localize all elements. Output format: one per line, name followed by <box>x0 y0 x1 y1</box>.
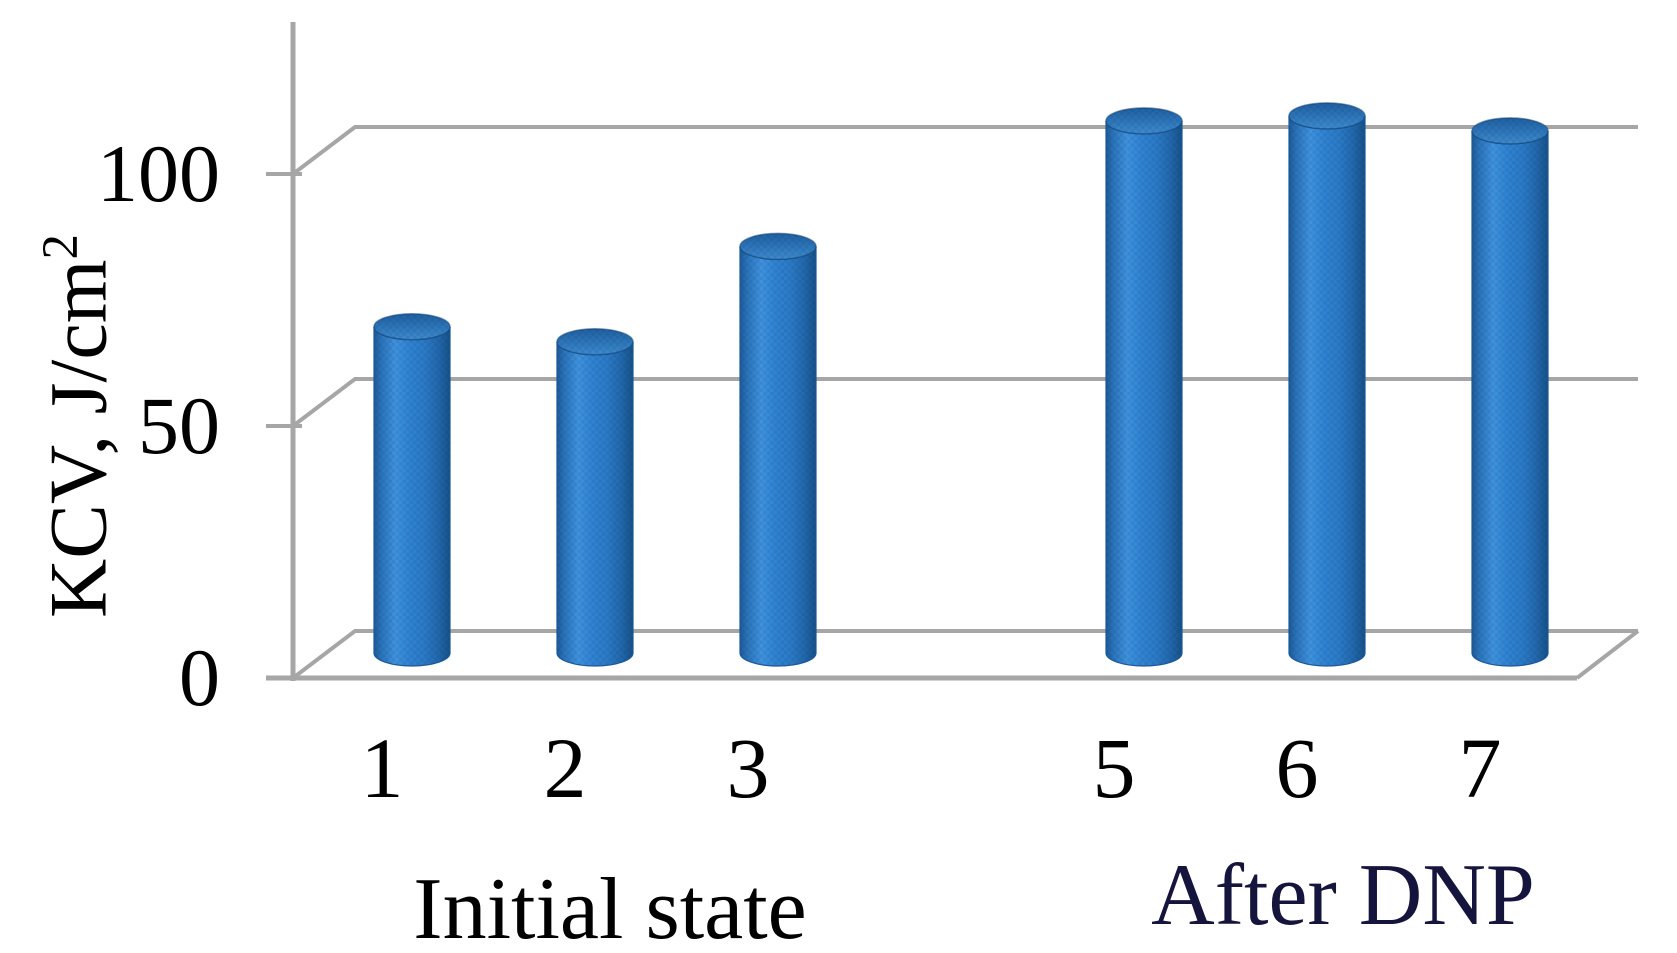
x-category-label-6: 6 <box>1276 720 1319 816</box>
bar-cylinder-top-texture-3 <box>740 233 816 260</box>
x-category-label-3: 3 <box>727 720 770 816</box>
y-tick-label-50: 50 <box>138 380 220 471</box>
bar-cylinder-top-texture-6 <box>1289 102 1365 129</box>
bar-cylinder-top-texture-1 <box>374 313 450 340</box>
x-category-label-1: 1 <box>361 720 404 816</box>
y-axis-title: KCV, J/cm2 <box>32 234 124 618</box>
x-category-label-2: 2 <box>544 720 587 816</box>
bar-cylinder-top-texture-5 <box>1106 107 1182 134</box>
y-tick-label-0: 0 <box>179 632 220 723</box>
y-tick-label-100: 100 <box>97 128 220 219</box>
x-category-label-5: 5 <box>1093 720 1136 816</box>
gridline-50 <box>291 377 1638 428</box>
group-label-initial-state: Initial state <box>413 861 807 953</box>
group-label-after-dnp: After DNP <box>1151 847 1535 944</box>
gridlines-layer <box>266 125 1640 681</box>
labels-layer: 0 50 100 1 2 3 5 6 7 <box>97 128 1502 816</box>
bar-cylinder-texture-1 <box>374 326 450 666</box>
gridline-0 <box>291 629 1638 680</box>
bar-cylinder-top-texture-7 <box>1472 117 1548 144</box>
bar-cylinder-texture-6 <box>1289 115 1365 667</box>
x-category-label-7: 7 <box>1459 720 1502 816</box>
bar-cylinder-texture-5 <box>1106 120 1182 666</box>
bars-layer <box>373 102 1549 667</box>
floor-right-slant <box>1575 629 1640 680</box>
gridline-100 <box>291 125 1638 176</box>
bar-cylinder-texture-7 <box>1472 130 1548 667</box>
bar-cylinder-top-texture-2 <box>557 328 633 355</box>
bar-cylinder-texture-3 <box>740 246 816 666</box>
y-axis-title-superscript: 2 <box>32 234 88 260</box>
bar-cylinder-texture-2 <box>557 341 633 666</box>
